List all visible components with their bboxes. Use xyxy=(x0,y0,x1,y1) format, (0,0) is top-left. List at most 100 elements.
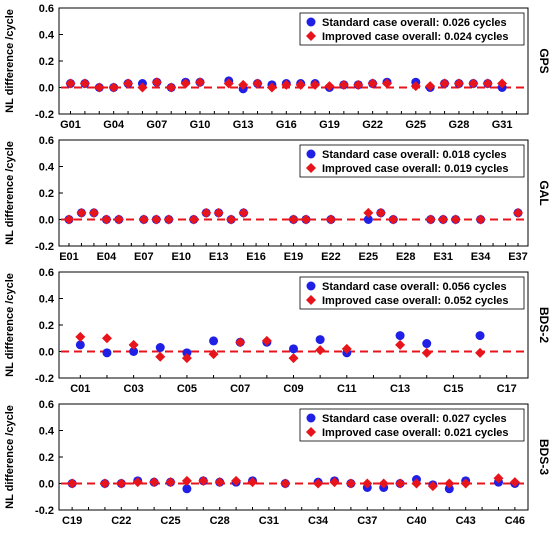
point-improved-c39 xyxy=(395,478,406,489)
y-tick-label: 0.6 xyxy=(39,267,54,279)
legend-marker-standard xyxy=(306,149,316,159)
x-tick-label: C13 xyxy=(390,383,410,395)
point-improved-g26 xyxy=(425,81,436,92)
point-improved-g20 xyxy=(338,79,349,90)
legend-label-improved: Improved case overall: 0.024 cycles xyxy=(322,31,509,43)
point-improved-g07 xyxy=(151,77,162,88)
point-improved-c24 xyxy=(149,477,160,488)
point-improved-c28 xyxy=(214,477,225,488)
point-improved-c40 xyxy=(411,478,422,489)
legend-marker-improved xyxy=(306,31,316,41)
point-improved-g01 xyxy=(65,78,76,89)
y-tick-label: -0.2 xyxy=(35,109,54,121)
point-improved-c35 xyxy=(329,477,340,488)
point-improved-g14 xyxy=(252,78,263,89)
y-tick-label: -0.2 xyxy=(35,505,54,517)
point-improved-e20 xyxy=(300,214,311,225)
point-improved-e37 xyxy=(513,207,524,218)
x-tick-label: C03 xyxy=(124,383,144,395)
point-improved-g28 xyxy=(453,78,464,89)
legend-label-standard: Standard case overall: 0.026 cycles xyxy=(322,17,507,29)
point-improved-e12 xyxy=(201,207,212,218)
legend-label-improved: Improved case overall: 0.021 cycles xyxy=(322,427,509,439)
point-standard-c42 xyxy=(444,484,454,494)
x-tick-label: C31 xyxy=(259,515,279,527)
point-improved-c09 xyxy=(288,353,299,364)
y-axis-label: NL difference /cycle xyxy=(4,141,16,245)
point-improved-g03 xyxy=(94,82,105,93)
x-tick-label: G22 xyxy=(362,119,383,131)
point-improved-c30 xyxy=(247,477,258,488)
legend-box xyxy=(299,12,525,46)
point-improved-c22 xyxy=(116,478,127,489)
y-tick-label: 0.6 xyxy=(39,135,54,147)
point-improved-g02 xyxy=(79,78,90,89)
x-tick-label: G04 xyxy=(103,119,125,131)
point-improved-g29 xyxy=(468,78,479,89)
legend-marker-improved xyxy=(306,295,316,305)
point-improved-g25 xyxy=(410,81,421,92)
point-improved-c11 xyxy=(341,343,352,354)
x-tick-label: C34 xyxy=(308,515,329,527)
legend-marker-improved xyxy=(306,163,316,173)
point-improved-e30 xyxy=(425,214,436,225)
point-standard-c02 xyxy=(102,348,112,358)
y-axis-label: NL difference /cycle xyxy=(4,405,16,509)
x-tick-label: E04 xyxy=(97,251,117,263)
y-tick-label: 0.4 xyxy=(39,30,55,42)
point-standard-e25 xyxy=(363,215,373,224)
point-standard-c04 xyxy=(155,343,165,353)
x-tick-label: E22 xyxy=(321,251,341,263)
point-improved-e08 xyxy=(151,214,162,225)
point-improved-g15 xyxy=(266,82,277,93)
point-improved-g19 xyxy=(324,81,335,92)
legend-box xyxy=(299,144,525,178)
point-improved-c45 xyxy=(493,473,504,484)
panel-gps: -0.2 0.0 0.2 0.4 0.6 G01 G04 G07 G10 G13 G16 G19 G22… xyxy=(4,3,550,131)
point-improved-c05 xyxy=(181,353,192,364)
x-tick-label: G28 xyxy=(449,119,470,131)
point-improved-e19 xyxy=(288,214,299,225)
y-tick-label: 0.0 xyxy=(39,347,54,359)
x-tick-label: E13 xyxy=(209,251,229,263)
y-tick-label: 0.6 xyxy=(39,399,54,411)
point-improved-e02 xyxy=(76,207,87,218)
point-improved-c36 xyxy=(345,478,356,489)
y-axis-label: NL difference /cycle xyxy=(4,9,16,113)
y-tick-label: 0.2 xyxy=(39,452,54,464)
point-improved-g30 xyxy=(482,78,493,89)
panel-title: GPS xyxy=(537,48,550,73)
point-improved-g13 xyxy=(238,79,249,90)
point-improved-e31 xyxy=(438,214,449,225)
x-tick-label: C37 xyxy=(357,515,377,527)
x-tick-label: C22 xyxy=(111,515,131,527)
point-improved-c43 xyxy=(460,478,471,489)
point-improved-e34 xyxy=(475,214,486,225)
point-improved-c02 xyxy=(101,333,112,344)
point-improved-c34 xyxy=(313,478,324,489)
x-tick-label: C43 xyxy=(456,515,476,527)
x-tick-label: C05 xyxy=(177,383,197,395)
x-tick-label: E31 xyxy=(433,251,453,263)
point-improved-g17 xyxy=(295,79,306,90)
legend-label-standard: Standard case overall: 0.056 cycles xyxy=(322,281,507,293)
point-improved-e27 xyxy=(388,214,399,225)
point-standard-c03 xyxy=(129,347,139,356)
point-improved-e01 xyxy=(63,214,74,225)
point-standard-c05 xyxy=(182,348,192,358)
legend-marker-standard xyxy=(306,413,316,423)
legend-label-improved: Improved case overall: 0.052 cycles xyxy=(322,295,509,307)
y-tick-label: 0.6 xyxy=(39,3,54,15)
x-tick-label: G31 xyxy=(492,119,513,131)
point-improved-g04 xyxy=(108,82,119,93)
panel-title: GAL xyxy=(537,180,550,205)
y-tick-label: -0.2 xyxy=(35,373,54,385)
point-improved-c26 xyxy=(181,475,192,486)
point-improved-c06 xyxy=(208,349,219,360)
point-improved-c03 xyxy=(128,339,139,350)
x-tick-label: E07 xyxy=(134,251,154,263)
point-improved-c37 xyxy=(362,478,373,489)
point-improved-c42 xyxy=(444,478,455,489)
y-tick-label: 0.4 xyxy=(39,426,55,438)
panel-bds-2: -0.2 0.0 0.2 0.4 0.6 C01 C03 C05 C07 C09 C11 C13 C15… xyxy=(4,267,550,395)
